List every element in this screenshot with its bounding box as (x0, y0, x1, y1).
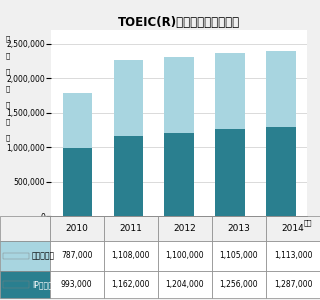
Text: 1,105,000: 1,105,000 (220, 251, 258, 260)
Text: 2014: 2014 (282, 224, 304, 233)
Bar (164, 133, 194, 216)
Text: 993,000: 993,000 (61, 280, 92, 289)
Text: TOEIC(R)テスト受験者数推移: TOEIC(R)テスト受験者数推移 (118, 16, 240, 29)
Text: 787,000: 787,000 (61, 251, 92, 260)
Text: ）: ） (6, 135, 10, 141)
Bar (3, 281, 29, 288)
Text: 1,256,000: 1,256,000 (220, 280, 258, 289)
Text: 公開テスト: 公開テスト (32, 251, 55, 260)
FancyBboxPatch shape (266, 216, 320, 241)
Text: 者: 者 (6, 69, 10, 75)
Text: 2011: 2011 (119, 224, 142, 233)
FancyBboxPatch shape (266, 271, 320, 298)
Text: 1,108,000: 1,108,000 (111, 251, 150, 260)
Text: 人: 人 (6, 118, 10, 125)
Text: 受: 受 (6, 36, 10, 42)
Text: 2012: 2012 (173, 224, 196, 233)
Text: 数: 数 (6, 85, 10, 92)
Bar (215, 53, 245, 130)
FancyBboxPatch shape (212, 241, 266, 271)
FancyBboxPatch shape (158, 216, 212, 241)
Text: IPテスト: IPテスト (32, 280, 53, 289)
FancyBboxPatch shape (104, 216, 158, 241)
Text: 1,204,000: 1,204,000 (165, 280, 204, 289)
FancyBboxPatch shape (104, 271, 158, 298)
FancyBboxPatch shape (212, 271, 266, 298)
Text: 年度: 年度 (303, 219, 312, 226)
Text: （: （ (6, 102, 10, 108)
FancyBboxPatch shape (158, 241, 212, 271)
FancyBboxPatch shape (50, 271, 104, 298)
Bar (164, 57, 194, 133)
Bar (63, 93, 92, 148)
Bar (114, 136, 143, 216)
FancyBboxPatch shape (0, 271, 50, 298)
FancyBboxPatch shape (0, 216, 50, 241)
Text: 験: 験 (6, 52, 10, 59)
Text: 1,287,000: 1,287,000 (274, 280, 312, 289)
FancyBboxPatch shape (212, 216, 266, 241)
Text: 2013: 2013 (228, 224, 250, 233)
FancyBboxPatch shape (50, 216, 104, 241)
Bar (114, 60, 143, 136)
FancyBboxPatch shape (266, 241, 320, 271)
FancyBboxPatch shape (104, 241, 158, 271)
Bar (3, 253, 29, 259)
Text: 1,113,000: 1,113,000 (274, 251, 312, 260)
Bar (215, 130, 245, 216)
FancyBboxPatch shape (50, 241, 104, 271)
Bar (63, 148, 92, 216)
FancyBboxPatch shape (0, 241, 50, 271)
Text: 1,162,000: 1,162,000 (111, 280, 150, 289)
Text: 2010: 2010 (65, 224, 88, 233)
FancyBboxPatch shape (158, 271, 212, 298)
Text: 1,100,000: 1,100,000 (165, 251, 204, 260)
Bar (266, 127, 296, 216)
Bar (266, 51, 296, 127)
